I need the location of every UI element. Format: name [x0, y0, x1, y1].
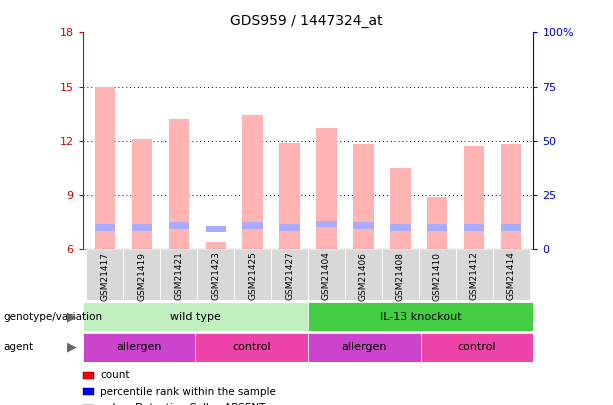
Bar: [95, 87, 115, 249]
Bar: [280, 143, 300, 249]
Bar: [205, 226, 226, 232]
Text: GSM21410: GSM21410: [433, 252, 442, 301]
Bar: [197, 249, 234, 300]
Text: control: control: [232, 342, 271, 352]
Bar: [169, 119, 189, 249]
Bar: [161, 249, 197, 300]
Text: ▶: ▶: [67, 310, 77, 323]
Bar: [382, 249, 419, 300]
Bar: [271, 249, 308, 300]
Text: percentile rank within the sample: percentile rank within the sample: [101, 387, 276, 396]
Bar: [345, 249, 382, 300]
Text: count: count: [101, 371, 130, 380]
Bar: [196, 333, 308, 362]
Bar: [234, 249, 271, 300]
Text: GSM21423: GSM21423: [211, 252, 220, 301]
Text: GSM21408: GSM21408: [396, 252, 405, 301]
Text: GSM21404: GSM21404: [322, 252, 331, 301]
Bar: [501, 144, 521, 249]
Bar: [419, 249, 455, 300]
Text: GSM21406: GSM21406: [359, 252, 368, 301]
Bar: [280, 224, 300, 230]
Text: control: control: [458, 342, 497, 352]
Text: allergen: allergen: [116, 342, 162, 352]
Bar: [123, 249, 161, 300]
Bar: [308, 333, 421, 362]
Bar: [308, 249, 345, 300]
Bar: [421, 333, 533, 362]
Text: agent: agent: [3, 342, 33, 352]
Bar: [390, 168, 411, 249]
Bar: [316, 221, 337, 227]
Bar: [132, 224, 152, 230]
Bar: [455, 249, 493, 300]
Bar: [316, 128, 337, 249]
Bar: [205, 242, 226, 249]
Bar: [464, 224, 484, 230]
Text: allergen: allergen: [341, 342, 387, 352]
Bar: [243, 115, 263, 249]
Text: GSM21421: GSM21421: [174, 252, 183, 301]
Text: GSM21417: GSM21417: [101, 252, 109, 301]
Bar: [501, 224, 521, 230]
Text: value, Detection Call = ABSENT: value, Detection Call = ABSENT: [101, 403, 265, 405]
Bar: [83, 333, 196, 362]
Bar: [464, 146, 484, 249]
Bar: [83, 302, 308, 331]
Text: GSM21425: GSM21425: [248, 252, 257, 301]
Text: wild type: wild type: [170, 312, 221, 322]
Text: genotype/variation: genotype/variation: [3, 312, 102, 322]
Bar: [83, 372, 94, 379]
Bar: [493, 249, 530, 300]
Text: GSM21419: GSM21419: [137, 252, 147, 301]
Bar: [169, 222, 189, 229]
Text: GSM21414: GSM21414: [507, 252, 516, 301]
Bar: [95, 224, 115, 230]
Bar: [390, 224, 411, 230]
Text: GSM21427: GSM21427: [285, 252, 294, 301]
Bar: [243, 222, 263, 229]
Bar: [353, 144, 373, 249]
Bar: [427, 224, 447, 230]
Text: GDS959 / 1447324_at: GDS959 / 1447324_at: [230, 14, 383, 28]
Bar: [132, 139, 152, 249]
Text: ▶: ▶: [67, 341, 77, 354]
Bar: [427, 197, 447, 249]
Text: IL-13 knockout: IL-13 knockout: [380, 312, 462, 322]
Bar: [83, 388, 94, 395]
Text: GSM21412: GSM21412: [470, 252, 479, 301]
Bar: [353, 222, 373, 229]
Bar: [308, 302, 533, 331]
Bar: [86, 249, 123, 300]
